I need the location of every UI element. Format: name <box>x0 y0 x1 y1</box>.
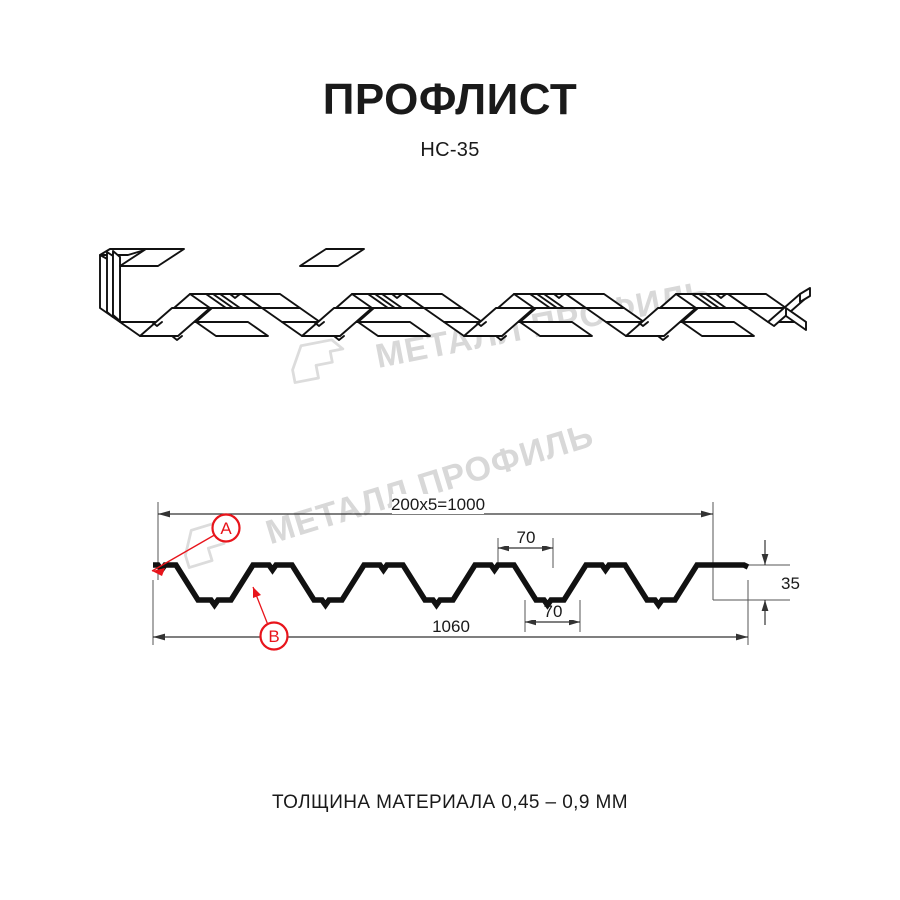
isometric-view: МЕТАЛЛ ПРОФИЛЬ <box>0 210 900 420</box>
isometric-drawing-svg: МЕТАЛЛ ПРОФИЛЬ <box>99 248 811 384</box>
dimension-label-height: 35 <box>781 574 800 593</box>
dimension-crest-width: 70 <box>498 528 553 552</box>
page-title: ПРОФЛИСТ <box>322 75 578 124</box>
dimension-pitch-total: 200x5=1000 <box>158 494 713 518</box>
dimension-profile-height: 35 <box>761 540 800 625</box>
corrugation-geometry <box>99 248 811 341</box>
watermark-section: МЕТАЛЛ ПРОФИЛЬ <box>184 416 598 569</box>
dimension-label-overall: 1060 <box>432 617 470 636</box>
watermark-logo-icon <box>291 338 345 384</box>
footer: ТОЛЩИНА МАТЕРИАЛА 0,45 – 0,9 ММ <box>0 792 900 814</box>
profile-outline <box>153 562 750 610</box>
dimension-overall-width: 1060 <box>153 616 748 641</box>
callout-a-circle <box>211 513 241 543</box>
dimension-label-pitch: 200x5=1000 <box>391 495 485 514</box>
dimension-valley-width: 70 <box>525 602 580 626</box>
callout-b-label: B <box>268 627 279 646</box>
cross-section-view: МЕТАЛЛ ПРОФИЛЬ <box>0 416 900 680</box>
callout-b: B <box>252 586 289 651</box>
callout-a-label: A <box>220 519 232 538</box>
callout-a: A <box>151 513 241 576</box>
dimension-label-crest: 70 <box>517 528 536 547</box>
cross-section-svg: МЕТАЛЛ ПРОФИЛЬ <box>151 416 800 651</box>
header: ПРОФЛИСТ НС-35 <box>0 78 900 162</box>
watermark-label-2: МЕТАЛЛ ПРОФИЛЬ <box>261 416 598 552</box>
material-thickness-note: ТОЛЩИНА МАТЕРИАЛА 0,45 – 0,9 ММ <box>272 792 628 813</box>
product-code: НС-35 <box>420 139 480 161</box>
callout-b-circle <box>259 621 289 651</box>
